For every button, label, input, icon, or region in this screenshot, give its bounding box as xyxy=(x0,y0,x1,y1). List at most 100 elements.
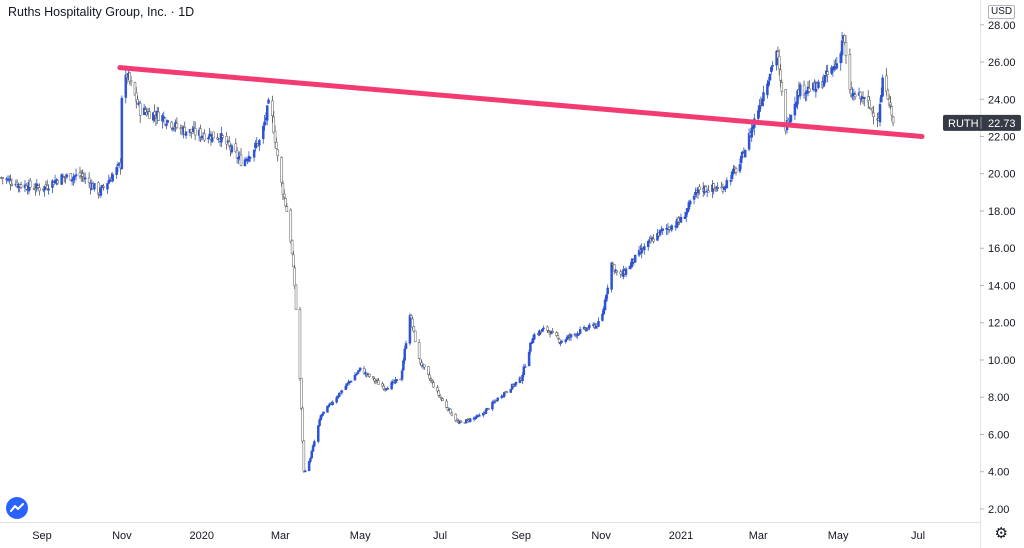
candle-body xyxy=(220,133,223,143)
currency-label[interactable]: USD xyxy=(988,5,1016,19)
candle-body xyxy=(738,164,742,172)
candle-body xyxy=(108,179,112,182)
candle-body xyxy=(647,240,650,248)
candle-body xyxy=(603,299,607,310)
candle-body xyxy=(601,313,604,321)
candle-body xyxy=(588,324,591,329)
tradingview-logo-icon[interactable] xyxy=(6,497,28,519)
candle-body xyxy=(381,383,384,387)
candle-body xyxy=(417,342,421,359)
candle-body xyxy=(298,309,302,379)
candle-body xyxy=(203,133,206,141)
candle-body xyxy=(564,339,568,343)
price-axis[interactable]: 2.00 4.00 6.00 8.00 10.00 12.00 14.00 16.00 18.0… xyxy=(980,20,1016,516)
candle-body xyxy=(688,200,692,205)
candle-body xyxy=(69,173,73,181)
candle-body xyxy=(74,174,78,177)
candle-body xyxy=(670,225,674,230)
time-tick-label: Nov xyxy=(591,530,611,542)
candle-body xyxy=(615,270,619,273)
candle-body xyxy=(87,177,91,184)
candle-body xyxy=(157,111,160,121)
candle-body xyxy=(889,102,892,106)
chart-title: Ruths Hospitality Group, Inc. · 1D xyxy=(8,5,195,19)
candle-body xyxy=(722,187,726,190)
candle-body xyxy=(284,198,287,207)
candle-body xyxy=(411,318,414,328)
candle-body xyxy=(578,329,582,334)
candle-body xyxy=(577,333,581,336)
candle-body xyxy=(750,127,753,138)
time-axis[interactable]: Sep Nov 2020 Mar May Jul Sep Nov 2021 Mar May Jul xyxy=(32,530,925,542)
price-tick-label: 14.00 xyxy=(988,280,1016,292)
candle-body xyxy=(282,193,286,198)
candle-body xyxy=(739,155,743,164)
candle-body xyxy=(880,95,883,103)
candle-body xyxy=(606,287,609,295)
candle-body xyxy=(144,109,147,113)
candle-body xyxy=(175,122,179,128)
candle-body xyxy=(292,254,295,268)
candle-body xyxy=(780,82,784,92)
candle-body xyxy=(377,380,380,385)
price-tick-label: 22.00 xyxy=(988,132,1016,144)
time-tick-label: Sep xyxy=(511,530,531,542)
candle-body xyxy=(612,264,616,272)
candle-body xyxy=(294,284,298,310)
candle-body xyxy=(412,326,416,332)
candle-body xyxy=(614,269,617,272)
gear-icon[interactable]: ⚙ xyxy=(994,525,1008,542)
candle-body xyxy=(557,338,561,343)
candle-body xyxy=(661,228,664,231)
candle-body xyxy=(758,105,761,113)
candle-body xyxy=(267,99,270,104)
candle-body xyxy=(784,89,787,132)
candle-body xyxy=(290,240,294,254)
candle-body xyxy=(502,392,506,397)
candle-body xyxy=(319,415,323,421)
candle-body xyxy=(161,115,164,122)
candle-body xyxy=(527,351,531,367)
candle-body xyxy=(468,418,472,422)
candle-body xyxy=(302,440,306,472)
trend-line[interactable] xyxy=(117,65,925,139)
time-tick-label: May xyxy=(828,530,849,542)
time-tick-label: Mar xyxy=(271,530,290,542)
candle-body xyxy=(102,186,105,188)
candle-body xyxy=(610,262,613,290)
candle-body xyxy=(522,366,526,375)
candle-body xyxy=(449,408,452,414)
candle-body xyxy=(148,111,151,119)
candle-body xyxy=(212,131,215,139)
candle-body xyxy=(248,157,252,159)
candle-body xyxy=(221,135,224,138)
candle-body xyxy=(539,331,543,333)
candle-body xyxy=(311,445,315,452)
candle-body xyxy=(340,390,344,393)
candle-body xyxy=(707,190,710,193)
candle-body xyxy=(45,185,49,190)
candle-body xyxy=(9,180,12,185)
candle-body xyxy=(263,121,266,126)
candle-body xyxy=(81,173,84,177)
candle-body xyxy=(729,180,733,182)
candle-body xyxy=(715,190,718,192)
candle-body xyxy=(36,185,40,188)
candle-body xyxy=(762,92,765,101)
candle-body xyxy=(777,55,781,70)
candle-body xyxy=(402,360,405,371)
candle-body xyxy=(505,391,509,394)
candle-body xyxy=(410,315,413,319)
candle-body xyxy=(230,145,234,153)
candle-body xyxy=(848,54,852,90)
candle-body xyxy=(285,206,289,212)
candle-body xyxy=(793,104,797,116)
time-tick-label: Sep xyxy=(32,530,52,542)
candle-body xyxy=(495,400,498,403)
candle-body xyxy=(540,329,544,332)
candle-body xyxy=(349,380,353,383)
candle-body xyxy=(237,157,240,160)
candle-body xyxy=(413,330,417,343)
candle-body xyxy=(802,84,806,96)
